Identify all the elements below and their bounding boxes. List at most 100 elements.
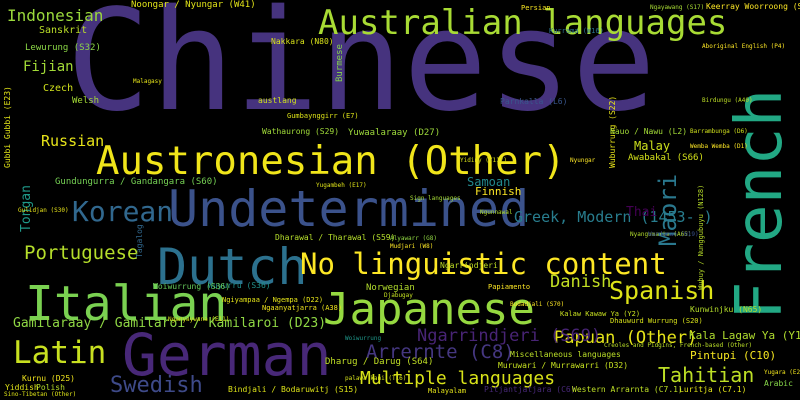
word-parnkalla: Parnkalla (L6): [500, 97, 568, 106]
word-arrernte: Arrernte (C8): [366, 341, 515, 363]
word-sanskrit: Sanskrit: [39, 25, 88, 36]
word-italian: Italian: [25, 276, 228, 332]
word-western-arrarnta: Western Arrarnta (C7.1): [572, 385, 683, 394]
word-spanish: Spanish: [609, 276, 715, 305]
word-yiddish: Yiddish: [5, 383, 39, 392]
word-dhauwurd: Dhauwurd Wurrung (S20): [610, 317, 703, 325]
word-yugambeh: Yugambeh (E17): [316, 182, 367, 189]
word-kalaw-kawaw-ya: Kalaw Kawaw Ya (Y2): [560, 310, 641, 318]
word-ngarrindjeri: Ngarrindjeri: [440, 261, 498, 270]
word-nauo: Nauo / Nawu (L2): [610, 127, 688, 136]
word-aboriginal-english: Aboriginal English (P4): [702, 43, 786, 50]
word-kurnu: Kurnu (D25): [22, 374, 75, 383]
word-gamilaraay: Gamilaraay / Gamilaroi / Kamilaroi (D23): [13, 316, 327, 331]
word-sino-tibetan: Sino-Tibetan (Other): [4, 391, 77, 398]
word-welsh: Welsh: [72, 96, 100, 106]
word-keerray: Keerray Woorroong (S25): [706, 2, 800, 11]
word-yugara: Yugara (E23): [764, 369, 800, 376]
word-arabic: Arabic: [764, 379, 793, 388]
word-woiwurrung-s36: Woiwurrung (S36): [153, 282, 231, 291]
word-tahitian: Tahitian: [658, 363, 755, 387]
word-malagasy: Malagasy: [133, 78, 162, 85]
word-japanese: Japanese: [323, 284, 535, 335]
word-nyungar: Nyungar: [570, 157, 596, 164]
word-ngunnawal: Ngunnawal: [480, 209, 513, 216]
word-lewurung: Lewurung (S32): [25, 43, 101, 53]
word-yidiny: Yidiny (Y117): [460, 157, 507, 164]
word-pintupi: Pintupi (C10): [690, 349, 777, 362]
word-wardaman: Wardaman (N19): [648, 231, 699, 238]
word-austlang: austlang: [258, 96, 297, 105]
word-thai: Thai: [626, 205, 658, 220]
word-czech: Czech: [43, 83, 74, 94]
word-ngarrindjeri-s69: Ngarrindjeri (S69): [417, 326, 602, 346]
word-yuwaalaraay: Yuwaalaraay (D27): [348, 128, 441, 138]
word-muruwari: Muruwari / Murrawarri (D32): [498, 361, 629, 370]
word-indonesian: Indonesian: [7, 6, 104, 25]
word-polish: Polish: [36, 383, 65, 392]
word-papiamento: Papiamento: [488, 283, 531, 291]
word-kurrama: Kurrama (W16): [549, 27, 604, 35]
word-burmese: Burmese: [335, 44, 345, 82]
word-sign-languages: Sign languages: [410, 195, 461, 202]
word-pitjantjatjara: Pitjantjatjara (C6): [484, 385, 576, 394]
word-norwegian: Norwegian: [366, 283, 415, 293]
word-portuguese: Portuguese: [24, 242, 139, 264]
word-gumbaynggirr: Gumbaynggirr (E7): [287, 112, 359, 120]
word-latin: Latin: [13, 335, 107, 371]
word-dharawal: Dharawal / Tharawal (S59): [275, 233, 396, 242]
word-mudjari: Mudjari (W8): [390, 243, 434, 250]
word-nyangumarta: Nyangumarta (A65): [630, 231, 692, 238]
word-woiwurrung: Woiwurrung: [345, 335, 382, 342]
word-awabakal: Awabakal (S66): [628, 153, 704, 163]
word-gulidjan: Gulidjan (S30): [18, 207, 69, 214]
word-greek-modern: Greek, Modern (1453- ): [514, 208, 713, 226]
word-ngaanyatjarra: Ngaanyatjarra (A38): [262, 304, 343, 312]
word-multiple-languages: Multiple languages: [360, 368, 556, 389]
word-misc-languages: Miscellaneous languages: [510, 350, 621, 359]
word-djabugay: Djabugay: [384, 292, 413, 299]
word-ngiyampaa: Ngiyampaa / Ngempa (D22): [222, 296, 324, 304]
word-french: French: [723, 88, 797, 320]
word-austronesian-other: Austronesian (Other): [96, 139, 566, 184]
word-dharug: Dharug / Darug (S64): [325, 357, 434, 367]
word-budadjali: Budadjali (S70): [510, 301, 565, 308]
word-australian-languages: Australian languages: [318, 3, 728, 43]
word-kala-lagaw-ya: Kala Lagaw Ya (Y1): [689, 329, 800, 342]
word-wubuy: Wubuy / Nunggubuyu (N128): [697, 184, 705, 290]
word-danish: Danish: [550, 272, 612, 292]
word-russian: Russian: [41, 132, 105, 150]
word-undetermined: Undetermined: [168, 180, 530, 238]
word-persian: Persian: [521, 4, 551, 12]
word-malay: Malay: [634, 139, 671, 153]
word-papuan-other: Papuan (Other): [554, 328, 698, 348]
word-palawa-kani: palawa kani (T16): [345, 375, 407, 382]
word-barrambunga: Barrambunga (D6): [690, 128, 748, 135]
word-wathaurong: Wathaurong (S29): [262, 127, 340, 136]
word-wuyurru: Wuyurru (S36): [208, 281, 271, 290]
word-chinese: Chinese: [66, 0, 657, 143]
word-malayalam: Malayalam: [428, 387, 466, 395]
word-swedish: Swedish: [110, 373, 203, 398]
word-ngayawang: Ngayawang (S17): [650, 4, 705, 11]
word-noongar: Noongar / Nyungar (W41): [131, 0, 256, 10]
word-nganyaywana: Nganyaywana (E11): [168, 316, 230, 323]
word-creoles-pidgins: Creoles and Pidgins, French-based (Other…: [604, 342, 753, 349]
word-alyawarr: Alyawarr (G8): [390, 235, 437, 242]
word-gundungurra: Gundungurra / Gandangara (S60): [55, 177, 218, 187]
word-bindjali: Bindjali / Bodaruwitj (S15): [228, 385, 359, 394]
word-nakkara: Nakkara (N80): [271, 37, 334, 46]
word-wemba-wemba: Wemba Wemba (D1): [690, 143, 748, 150]
word-birdungu: Birdungu (A40): [702, 97, 753, 104]
word-korean: Korean: [72, 195, 174, 228]
word-no-linguistic-content: No linguistic content: [300, 247, 667, 281]
word-fijian: Fijian: [23, 59, 74, 75]
word-finnish: Finnish: [475, 185, 522, 198]
word-gubbi-gubbi: Gubbi Gubbi (E23): [3, 86, 12, 168]
word-luritja: Luritja (C7.1): [679, 385, 747, 394]
word-samoan: Samoan: [467, 175, 511, 189]
word-kunwinjku: Kunwinjku (N65): [690, 305, 763, 314]
word-german: German: [122, 321, 332, 389]
word-tagalog: Tagalog: [135, 224, 144, 258]
